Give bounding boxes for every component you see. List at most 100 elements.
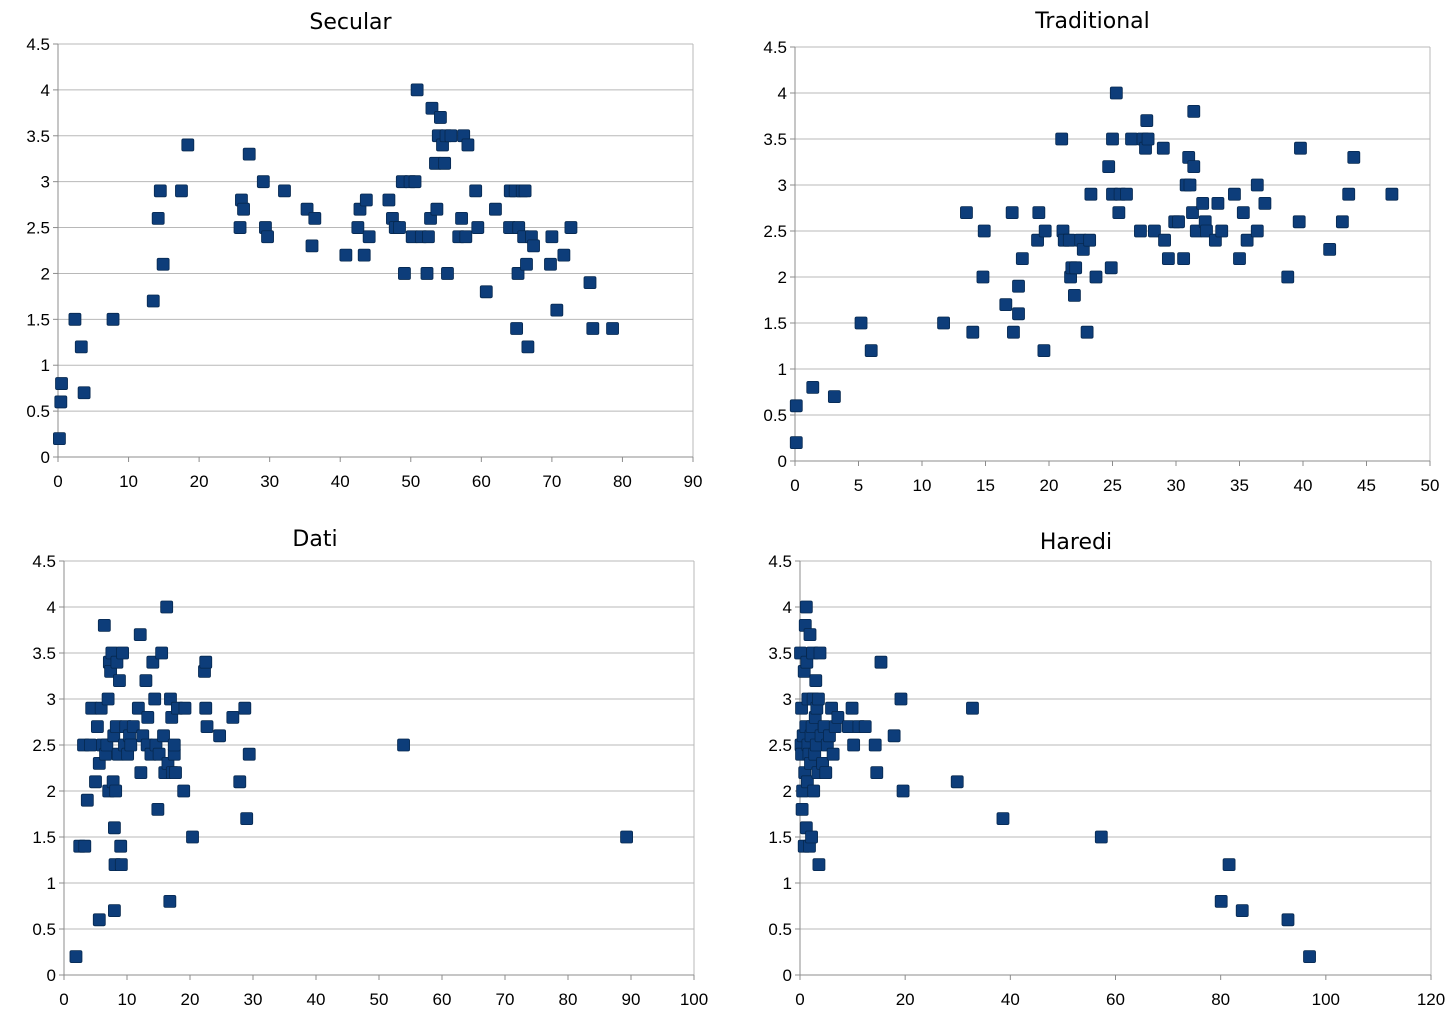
data-point bbox=[1140, 114, 1154, 127]
data-point bbox=[233, 775, 247, 789]
data-point bbox=[1187, 105, 1201, 118]
y-tick-label: 4.5 bbox=[768, 552, 792, 571]
data-point bbox=[1294, 141, 1307, 155]
data-point bbox=[68, 312, 82, 326]
data-point bbox=[806, 380, 820, 394]
data-point bbox=[1148, 224, 1161, 238]
data-point bbox=[398, 267, 411, 280]
data-point bbox=[199, 655, 213, 669]
data-point bbox=[1120, 187, 1133, 201]
data-point bbox=[789, 436, 803, 450]
data-point bbox=[134, 766, 148, 779]
data-point bbox=[113, 674, 126, 687]
data-point bbox=[550, 303, 564, 317]
x-tick-label: 60 bbox=[1106, 990, 1125, 1009]
data-point bbox=[1172, 215, 1185, 229]
x-tick-label: 20 bbox=[181, 990, 200, 1009]
x-tick-label: 80 bbox=[613, 472, 632, 491]
data-point bbox=[77, 386, 91, 400]
y-tick-label: 0 bbox=[47, 966, 56, 985]
data-point bbox=[479, 285, 493, 299]
data-point bbox=[847, 738, 861, 752]
data-point bbox=[812, 692, 825, 706]
data-point bbox=[1211, 196, 1225, 210]
data-point bbox=[1038, 224, 1052, 238]
x-tick-label: 30 bbox=[260, 472, 279, 491]
data-point bbox=[126, 720, 140, 733]
data-point bbox=[1323, 242, 1337, 256]
y-tick-label: 4.5 bbox=[26, 35, 50, 54]
data-point bbox=[151, 803, 165, 816]
data-point bbox=[1235, 904, 1249, 917]
y-tick-label: 3 bbox=[41, 173, 50, 192]
y-tick-label: 0.5 bbox=[26, 402, 50, 421]
data-point bbox=[53, 432, 66, 446]
data-point bbox=[858, 720, 872, 733]
data-point bbox=[114, 839, 128, 853]
data-point bbox=[564, 221, 578, 234]
data-point bbox=[1156, 141, 1170, 155]
data-point bbox=[124, 738, 138, 752]
data-point bbox=[74, 340, 88, 354]
data-point bbox=[999, 298, 1013, 312]
data-point bbox=[240, 812, 254, 825]
x-tick-label: 30 bbox=[244, 990, 263, 1009]
data-point bbox=[339, 248, 353, 262]
data-point bbox=[1012, 307, 1025, 321]
data-point bbox=[854, 316, 868, 330]
data-point bbox=[153, 184, 167, 198]
data-point bbox=[1292, 215, 1306, 229]
data-point bbox=[177, 784, 191, 798]
data-point bbox=[1250, 224, 1264, 238]
data-point bbox=[1104, 261, 1118, 275]
x-tick-label: 0 bbox=[53, 472, 62, 491]
data-point bbox=[181, 138, 195, 152]
data-point bbox=[977, 224, 991, 238]
x-tick-label: 100 bbox=[680, 990, 708, 1009]
data-point bbox=[1109, 86, 1123, 100]
data-point bbox=[1055, 132, 1069, 146]
y-tick-label: 1.5 bbox=[26, 310, 50, 329]
data-point bbox=[160, 600, 174, 614]
data-point bbox=[200, 720, 214, 733]
data-point bbox=[156, 257, 170, 271]
data-point bbox=[1161, 252, 1175, 266]
data-point bbox=[459, 230, 473, 244]
y-tick-label: 3.5 bbox=[26, 127, 50, 146]
y-tick-label: 1 bbox=[783, 874, 792, 893]
data-point bbox=[1303, 950, 1316, 963]
y-tick-label: 1 bbox=[47, 874, 56, 893]
data-point bbox=[1141, 132, 1155, 146]
data-point bbox=[178, 701, 192, 715]
data-point bbox=[795, 803, 809, 816]
data-point bbox=[89, 775, 102, 789]
y-tick-label: 4.5 bbox=[763, 38, 787, 57]
data-point bbox=[1005, 206, 1019, 220]
plot-haredi: 0 0.5 1 1.5 2 2.5 3 3.5 4 4.5 0 20 40 60 80 100 120 bbox=[768, 552, 1445, 1009]
data-point bbox=[799, 600, 813, 614]
x-tick-label: 90 bbox=[684, 472, 703, 491]
plot-dati: 0 0.5 1 1.5 2 2.5 3 3.5 4 4.5 0 10 20 30 40 50 60 70 80 90 1… bbox=[32, 552, 708, 1009]
data-point bbox=[54, 395, 68, 409]
data-point bbox=[359, 193, 373, 207]
data-point bbox=[1250, 178, 1264, 192]
data-point bbox=[1083, 233, 1097, 247]
data-point bbox=[1112, 206, 1126, 220]
chart-title: Dati bbox=[292, 527, 338, 552]
data-point bbox=[351, 221, 365, 234]
data-point bbox=[438, 156, 452, 170]
data-point bbox=[1134, 224, 1147, 238]
data-point bbox=[887, 729, 901, 743]
data-point bbox=[169, 766, 182, 779]
data-point bbox=[510, 322, 524, 335]
data-point bbox=[55, 377, 68, 390]
data-point bbox=[586, 322, 600, 335]
x-tick-label: 40 bbox=[1294, 476, 1313, 495]
data-point bbox=[870, 766, 884, 779]
data-point bbox=[1183, 178, 1197, 192]
x-tick-label: 30 bbox=[1167, 476, 1186, 495]
plot-traditional: 0 0.5 1 1.5 2 2.5 3 3.5 4 4.5 0 5 10 15 20 25 30 35 40 45 50 bbox=[763, 38, 1439, 495]
x-tick-label: 40 bbox=[331, 472, 350, 491]
data-point bbox=[1222, 858, 1236, 871]
